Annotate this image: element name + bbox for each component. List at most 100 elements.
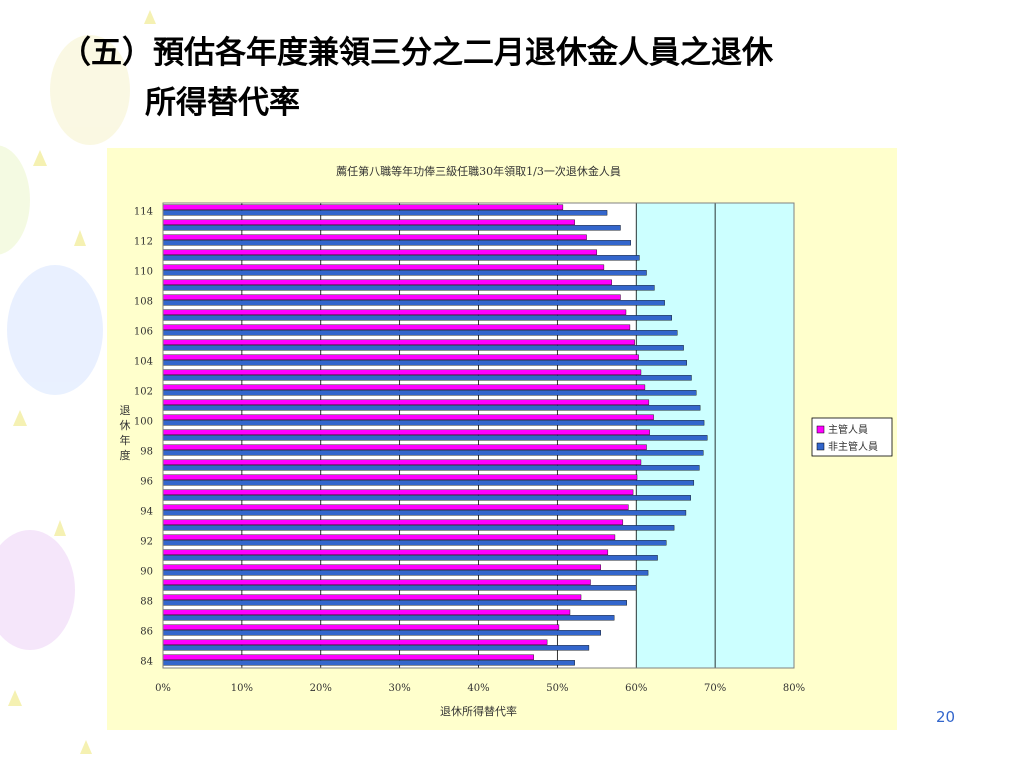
bar-manager (162, 309, 627, 315)
bar-manager (162, 489, 634, 495)
bar-nonmanager (162, 270, 647, 276)
y-tick-label: 96 (140, 477, 153, 488)
slide-title: （五）預估各年度兼領三分之二月退休金人員之退休 所得替代率 (60, 28, 990, 128)
y-axis-label-char: 休 (120, 419, 131, 432)
star-shape (144, 10, 156, 24)
chart-panel: 0% 10% 20% 30% 40% 50% 60% 70% 80% 84 86 88 90 92 94 9… (107, 148, 897, 730)
bar-manager (162, 654, 534, 660)
y-tick-label: 92 (140, 537, 153, 548)
x-tick-labels: 0% 10% 20% 30% 40% 50% 60% 70% 80% (155, 683, 805, 694)
bar-manager (162, 549, 609, 555)
balloon-shape (7, 265, 103, 395)
bar-manager (162, 264, 605, 270)
bar-nonmanager (162, 645, 590, 651)
bar-manager (162, 579, 591, 585)
y-tick-label: 108 (134, 297, 153, 308)
bar-nonmanager (162, 210, 608, 216)
legend-swatch (816, 442, 825, 451)
x-tick-label: 20% (310, 683, 332, 694)
bar-manager (162, 414, 654, 420)
bar-manager (162, 339, 635, 345)
y-tick-label: 90 (140, 567, 153, 578)
bar-manager (162, 354, 639, 360)
bar-manager (162, 324, 631, 330)
bar-nonmanager (162, 615, 615, 621)
legend-label: 主管人員 (828, 423, 868, 436)
bar-nonmanager (162, 330, 678, 336)
bar-manager (162, 294, 621, 300)
bar-manager (162, 534, 616, 540)
star-shape (74, 230, 86, 246)
y-tick-label: 86 (140, 627, 153, 638)
star-shape (13, 410, 27, 426)
bar-manager (162, 459, 642, 465)
balloon-shape (50, 35, 130, 145)
bar-nonmanager (162, 285, 655, 291)
y-tick-label: 84 (140, 657, 153, 668)
x-tick-label: 30% (389, 683, 411, 694)
bar-manager (162, 474, 638, 480)
y-tick-label: 88 (140, 597, 153, 608)
bar-manager (162, 234, 587, 240)
x-tick-label: 60% (625, 683, 647, 694)
bar-manager (162, 519, 624, 525)
star-shape (80, 740, 92, 754)
bar-manager (162, 609, 571, 615)
y-tick-label: 114 (134, 207, 153, 218)
x-tick-label: 70% (704, 683, 726, 694)
y-axis-label-char: 度 (120, 448, 131, 462)
y-tick-label: 102 (134, 387, 153, 398)
balloon-shape (0, 530, 75, 650)
bar-nonmanager (162, 585, 637, 591)
bar-manager (162, 249, 598, 255)
bar-nonmanager (162, 510, 687, 516)
x-tick-label: 50% (546, 683, 568, 694)
y-tick-label: 100 (134, 417, 153, 428)
bar-manager (162, 384, 646, 390)
star-shape (8, 690, 22, 706)
bar-nonmanager (162, 480, 695, 486)
bar-manager (162, 399, 650, 405)
bar-manager (162, 594, 582, 600)
legend-box (811, 417, 893, 457)
bar-nonmanager (162, 600, 627, 606)
bar-manager (162, 204, 564, 210)
chart-title: 薦任第八職等年功俸三級任職30年領取1/3一次退休金人員 (336, 164, 621, 178)
legend-swatch (816, 425, 825, 434)
bar-manager (162, 639, 548, 645)
bar-nonmanager (162, 360, 687, 366)
bar-manager (162, 369, 642, 375)
star-shape (54, 520, 66, 536)
bar-manager (162, 564, 601, 570)
y-axis-label-char: 退 (120, 404, 131, 417)
bar-manager (162, 444, 647, 450)
bar-nonmanager (162, 570, 649, 576)
x-tick-label: 40% (467, 683, 489, 694)
bars (162, 204, 708, 666)
bar-nonmanager (162, 420, 705, 426)
bar-nonmanager (162, 660, 575, 666)
y-tick-label: 110 (134, 267, 153, 278)
y-tick-label: 94 (140, 507, 153, 518)
bar-nonmanager (162, 450, 704, 456)
y-tick-label: 112 (134, 237, 153, 248)
legend-label: 非主管人員 (828, 440, 878, 453)
x-tick-label: 10% (231, 683, 253, 694)
y-axis-label-char: 年 (120, 433, 131, 447)
bar-nonmanager (162, 390, 697, 396)
star-shape (33, 150, 47, 166)
bar-nonmanager (162, 240, 631, 246)
bar-nonmanager (162, 495, 691, 501)
bar-manager (162, 624, 560, 630)
bar-manager (162, 279, 612, 285)
x-tick-label: 80% (783, 683, 805, 694)
bar-nonmanager (162, 315, 672, 321)
bar-nonmanager (162, 525, 675, 531)
bar-manager (162, 219, 575, 225)
bar-manager (162, 504, 629, 510)
bar-nonmanager (162, 465, 700, 471)
page-number: 20 (936, 708, 956, 726)
bar-nonmanager (162, 375, 692, 381)
